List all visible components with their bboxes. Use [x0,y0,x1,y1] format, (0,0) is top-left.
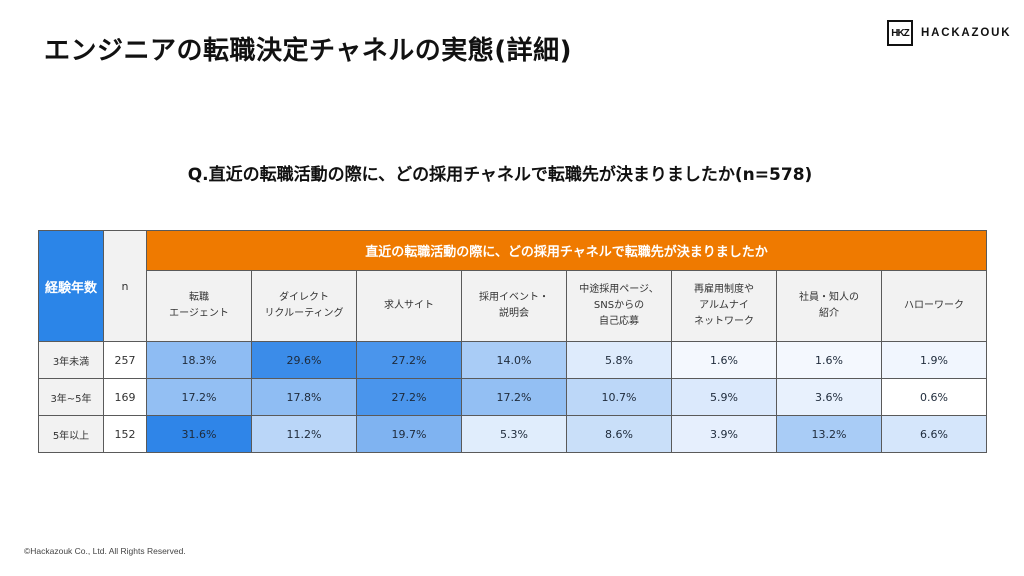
channel-header-row: 転職 エージェント ダイレクト リクルーティング 求人サイト 採用イベント・ 説明会中… [39,270,987,342]
survey-question: Q.直近の転職活動の際に、どの採用チャネルで転職先が決まりましたか(n=578) [187,165,813,185]
percentage-cell: 1.6% [776,341,882,379]
sample-size: 152 [103,415,147,453]
percentage-cell: 29.6% [251,341,357,379]
percentage-cell: 6.6% [881,415,987,453]
percentage-cell: 0.6% [881,378,987,416]
percentage-cell: 17.8% [251,378,357,416]
percentage-cell: 11.2% [251,415,357,453]
channel-header: ハローワーク [881,270,987,342]
experience-label: 3年未満 [38,341,104,379]
n-header: n [103,230,147,342]
percentage-cell: 18.3% [146,341,252,379]
company-logo: HKZ HACKAZOUK [887,20,1011,46]
percentage-cell: 19.7% [356,415,462,453]
percentage-cell: 1.6% [671,341,777,379]
channel-group-header: 直近の転職活動の際に、どの採用チャネルで転職先が決まりましたか [146,230,987,271]
percentage-cell: 17.2% [146,378,252,416]
percentage-cell: 17.2% [461,378,567,416]
table-row: 5年以上 152 31.6% 11.2% 19.7% 5.3% 8.6% 3.9% 13.2% 6… [38,415,987,453]
percentage-cell: 3.6% [776,378,882,416]
experience-years-header: 経験年数 [38,230,104,342]
experience-label: 3年~5年 [38,378,104,416]
copyright: ©Hackazouk Co., Ltd. All Rights Reserved… [24,546,186,556]
channel-header: 中途採用ページ、 SNSからの 自己応募 [566,270,672,342]
percentage-cell: 5.9% [671,378,777,416]
sample-size: 169 [103,378,147,416]
percentage-cell: 5.3% [461,415,567,453]
percentage-cell: 14.0% [461,341,567,379]
hkz-logo-icon: HKZ [887,20,913,46]
channel-header: ダイレクト リクルーティング [251,270,357,342]
percentage-cell: 8.6% [566,415,672,453]
sample-size: 257 [103,341,147,379]
percentage-cell: 1.9% [881,341,987,379]
percentage-cell: 27.2% [356,378,462,416]
table-row: 3年~5年 169 17.2% 17.8% 27.2% 17.2% 10.7% 5.9% 3.6… [38,378,987,416]
channel-header: 採用イベント・ 説明会 [461,270,567,342]
channel-header: 転職 エージェント [146,270,252,342]
percentage-cell: 13.2% [776,415,882,453]
table-body: 3年未満 257 18.3% 29.6% 27.2% 14.0% 5.8% 1.6% 1.6% 1… [38,341,987,453]
percentage-cell: 10.7% [566,378,672,416]
channel-header: 社員・知人の 紹介 [776,270,882,342]
channel-header: 求人サイト [356,270,462,342]
page-title: エンジニアの転職決定チャネルの実態(詳細) [44,36,573,66]
channel-heatmap-table: 経験年数 n 直近の転職活動の際に、どの採用チャネルで転職先が決まりましたか 転… [38,230,987,453]
percentage-cell: 31.6% [146,415,252,453]
channel-header: 再雇用制度や アルムナイ ネットワーク [671,270,777,342]
percentage-cell: 27.2% [356,341,462,379]
table-row: 3年未満 257 18.3% 29.6% 27.2% 14.0% 5.8% 1.6% 1.6% 1… [38,341,987,379]
percentage-cell: 3.9% [671,415,777,453]
percentage-cell: 5.8% [566,341,672,379]
logo-text: HACKAZOUK [921,27,1012,39]
experience-label: 5年以上 [38,415,104,453]
